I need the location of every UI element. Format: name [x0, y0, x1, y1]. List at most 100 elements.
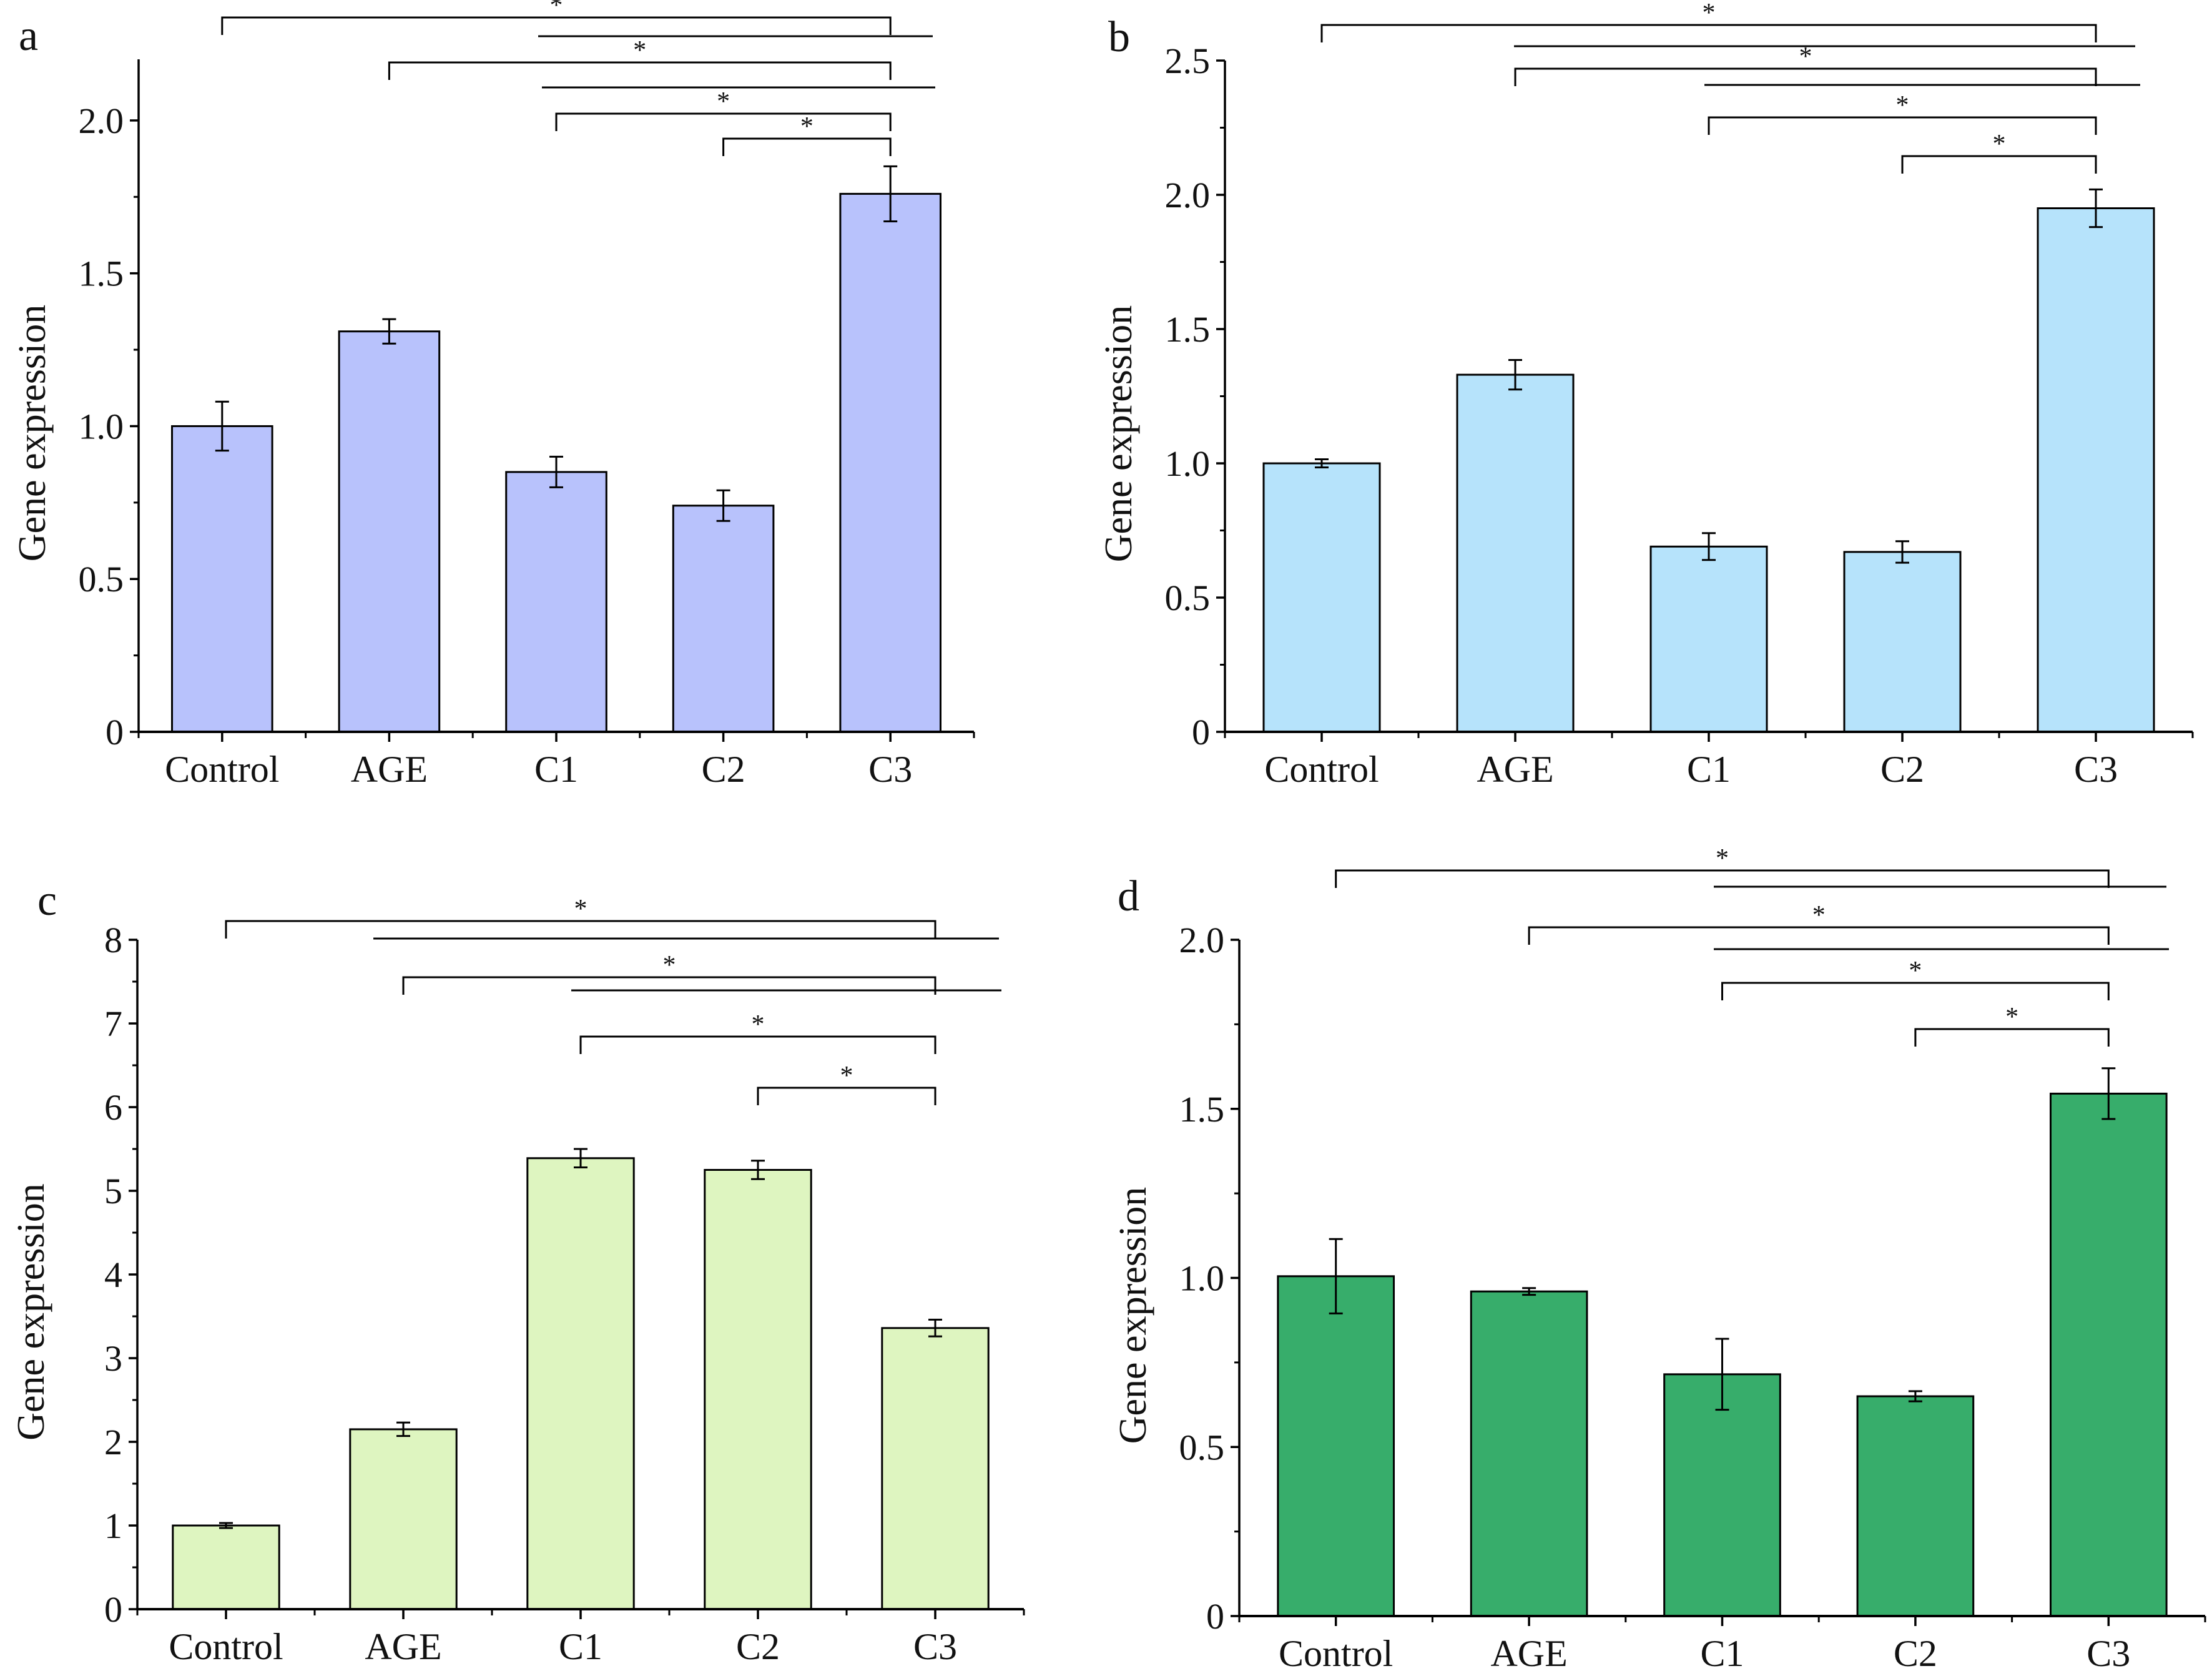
error-bar-control [1315, 458, 1329, 468]
y-tick-label: 1.5 [1165, 309, 1211, 350]
bracket-line [555, 112, 892, 131]
x-tick-label: AGE [1490, 1633, 1567, 1674]
panel-label: c [37, 877, 57, 925]
x-tick-label: Control [1279, 1633, 1393, 1674]
bar-c3 [2037, 207, 2155, 733]
x-tick-label: AGE [1477, 749, 1553, 790]
y-tick-label: 2.0 [79, 101, 124, 141]
y-tick-label: 0.5 [1165, 578, 1211, 618]
bracket-line [1914, 1028, 2110, 1047]
y-tick-label: 1.0 [1165, 443, 1211, 484]
significance-star: * [840, 1062, 853, 1090]
significance-star: * [752, 1010, 765, 1039]
significance-bracket [579, 1035, 936, 1054]
significance-star: * [1993, 130, 2006, 159]
bracket-line [388, 61, 892, 80]
error-bar-age [1522, 1287, 1536, 1296]
significance-bracket [1901, 155, 2097, 174]
significance-bracket [1721, 982, 2110, 1000]
error-bar-age [396, 1421, 410, 1437]
error-bar-c1 [1702, 532, 1716, 561]
x-tick-label: C3 [868, 749, 912, 790]
bracket-line [757, 1087, 936, 1105]
bracket-line [221, 16, 892, 35]
bar-c1 [1649, 545, 1768, 733]
x-tick-label: C1 [534, 749, 578, 790]
y-tick-label: 2 [104, 1422, 122, 1462]
y-tick-label: 1.0 [1179, 1258, 1225, 1299]
x-tick-label: C1 [1687, 749, 1731, 790]
error-bar-c3 [2101, 1067, 2116, 1120]
y-tick-label: 2.5 [1165, 41, 1211, 81]
significance-bracket [1708, 116, 2097, 135]
significance-star: * [1716, 844, 1729, 873]
significance-star: * [633, 36, 646, 65]
significance-bracket [555, 112, 892, 131]
significance-star: * [2005, 1003, 2018, 1032]
x-tick-label: C2 [1880, 749, 1924, 790]
significance-bracket [225, 920, 936, 939]
bracket-line [402, 976, 936, 995]
y-tick-label: 0 [1206, 1596, 1224, 1637]
bar-c2 [1843, 551, 1962, 733]
y-tick-label: 7 [104, 1003, 122, 1044]
error-bar-age [1508, 358, 1522, 391]
x-tick-label: C2 [736, 1626, 780, 1667]
significance-bracket [1514, 67, 2097, 86]
error-bar-control [219, 1522, 233, 1529]
significance-star: * [550, 0, 563, 20]
x-tick-label: Control [169, 1626, 283, 1667]
significance-star: * [717, 87, 730, 116]
error-bar-c3 [883, 165, 898, 222]
y-tick-label: 0 [106, 712, 124, 752]
bracket-line [1514, 67, 2097, 86]
significance-star: * [574, 895, 587, 924]
significance-star: * [800, 112, 814, 141]
y-tick-label: 2.0 [1165, 175, 1211, 215]
panel-label: a [19, 12, 38, 60]
chart-panel-a: a 0 0.5 1.0 1.5 2.0 Control AGE C1 C2 C3 Gene expre… [11, 0, 975, 790]
y-tick-label: 1.0 [79, 406, 124, 446]
y-tick-label: 4 [104, 1255, 122, 1295]
error-bar-c2 [1908, 1390, 1922, 1402]
chart-panel-d: d 0 0.5 1.0 1.5 2.0 Control AGE C1 C2 C3 Gene expre… [1112, 844, 2206, 1674]
bar-age [1456, 373, 1575, 733]
error-bar-c3 [928, 1318, 942, 1338]
bracket-line [1708, 116, 2097, 135]
significance-bracket [1914, 1028, 2110, 1047]
error-bar-c1 [549, 455, 563, 488]
significance-bracket [757, 1087, 936, 1105]
y-tick-label: 5 [104, 1171, 122, 1211]
panel-label: b [1108, 13, 1130, 61]
y-axis-title: Gene expression [1112, 1187, 1154, 1444]
error-bar-c3 [2089, 188, 2103, 229]
bar-age [338, 330, 441, 733]
y-axis-title: Gene expression [1098, 305, 1140, 562]
x-tick-label: C2 [702, 749, 745, 790]
significance-bracket [1335, 869, 2110, 888]
y-tick-label: 1 [104, 1506, 122, 1546]
bar-c1 [505, 471, 607, 733]
bar-c1 [526, 1157, 635, 1610]
bar-c3 [2049, 1092, 2168, 1617]
bar-c2 [704, 1169, 812, 1610]
bar-age [349, 1428, 458, 1610]
significance-bracket [1320, 24, 2097, 42]
error-bar-control [1329, 1238, 1343, 1314]
bracket-line [722, 137, 892, 156]
x-tick-label: AGE [351, 749, 428, 790]
x-tick-label: C3 [2087, 1633, 2130, 1674]
bar-age [1470, 1290, 1588, 1617]
significance-star: * [1703, 0, 1716, 27]
significance-bracket [221, 16, 892, 35]
bar-control [1277, 1275, 1395, 1617]
x-tick-label: Control [1264, 749, 1379, 790]
bracket-line [1335, 869, 2110, 888]
y-tick-label: 8 [104, 920, 122, 960]
y-tick-label: 2.0 [1179, 920, 1225, 960]
error-bar-c1 [1715, 1338, 1729, 1411]
significance-bracket [722, 137, 892, 156]
y-tick-label: 1.5 [79, 254, 124, 294]
bracket-line [1528, 926, 2110, 945]
